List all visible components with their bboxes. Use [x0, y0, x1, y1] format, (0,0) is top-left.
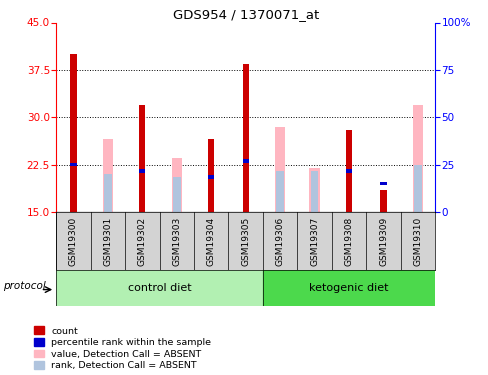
Bar — [413, 165, 421, 212]
Title: GDS954 / 1370071_at: GDS954 / 1370071_at — [172, 8, 318, 21]
Bar — [412, 105, 422, 212]
Bar — [70, 54, 77, 212]
Text: GSM19303: GSM19303 — [172, 216, 181, 266]
Bar — [380, 190, 386, 212]
Text: GSM19307: GSM19307 — [309, 216, 319, 266]
Bar — [139, 105, 145, 212]
Text: protocol: protocol — [3, 281, 45, 291]
Bar — [139, 169, 145, 173]
Bar — [242, 63, 248, 212]
Text: GSM19305: GSM19305 — [241, 216, 250, 266]
Text: GSM19306: GSM19306 — [275, 216, 284, 266]
Bar — [208, 175, 214, 179]
Bar — [171, 158, 182, 212]
Text: GSM19304: GSM19304 — [206, 216, 215, 266]
Text: GSM19310: GSM19310 — [413, 216, 422, 266]
Bar — [208, 139, 214, 212]
Bar — [274, 127, 285, 212]
Bar — [346, 130, 351, 212]
Bar — [70, 163, 77, 166]
Bar — [346, 169, 351, 173]
Bar — [276, 171, 284, 212]
Text: ketogenic diet: ketogenic diet — [309, 283, 388, 293]
Bar — [104, 174, 111, 212]
Bar — [263, 270, 434, 306]
Text: GSM19308: GSM19308 — [344, 216, 353, 266]
Bar — [309, 168, 319, 212]
Bar — [173, 177, 180, 212]
Bar — [242, 159, 248, 163]
Bar — [380, 182, 386, 185]
Bar — [102, 139, 113, 212]
Text: GSM19300: GSM19300 — [69, 216, 78, 266]
Text: GSM19302: GSM19302 — [138, 216, 146, 266]
Legend: count, percentile rank within the sample, value, Detection Call = ABSENT, rank, : count, percentile rank within the sample… — [34, 327, 211, 370]
Text: GSM19301: GSM19301 — [103, 216, 112, 266]
Text: GSM19309: GSM19309 — [378, 216, 387, 266]
Bar — [56, 270, 263, 306]
Bar — [310, 171, 318, 212]
Text: control diet: control diet — [127, 283, 191, 293]
